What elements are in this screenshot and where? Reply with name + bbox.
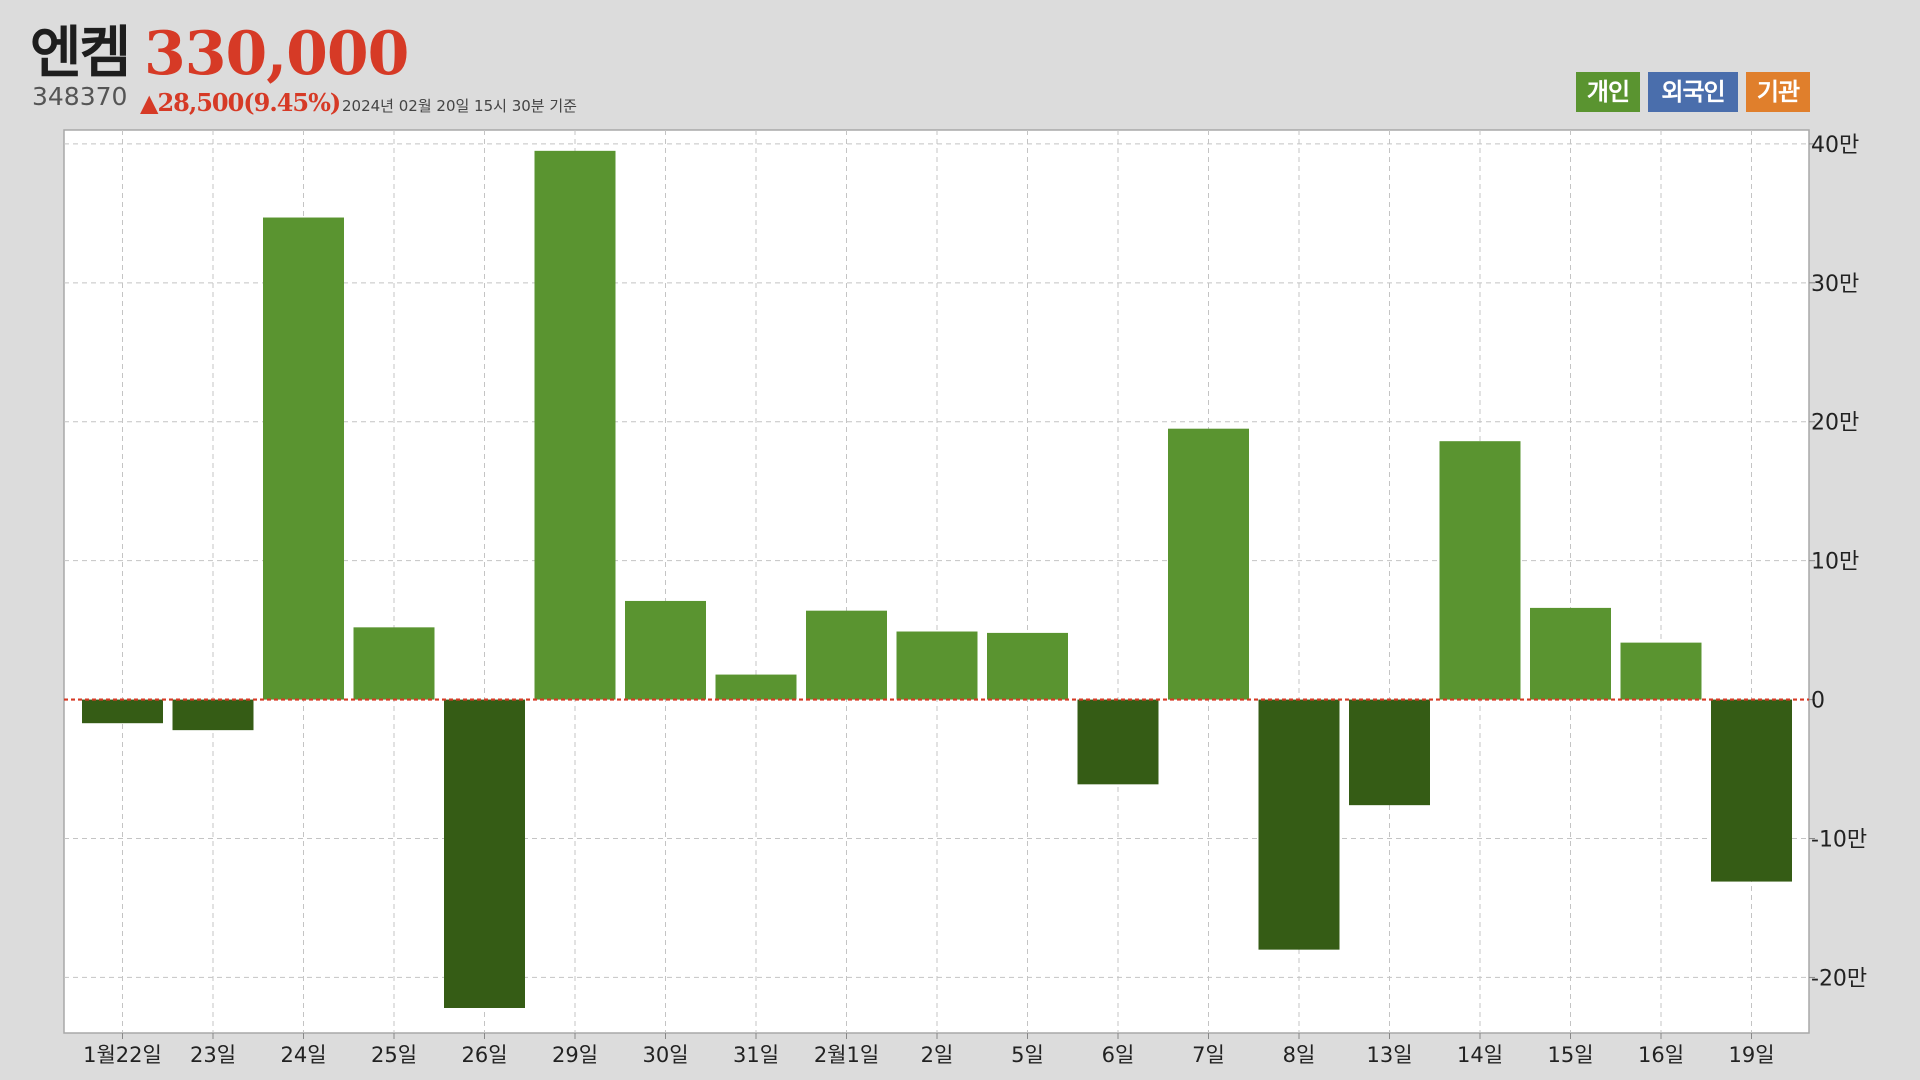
bar-26일[interactable] [444,699,525,1008]
y-tick-label: 20만 [1811,411,1859,436]
legend-individual-button[interactable]: 개인 [1576,72,1640,112]
x-tick-label: 5일 [1011,1043,1044,1067]
timestamp: 2024년 02월 20일 15시 30분 기준 [342,97,577,115]
bar-23일[interactable] [172,699,254,731]
bar-2일[interactable] [896,631,978,700]
bar-13일[interactable] [1349,699,1430,806]
stock-name: 엔켐 [30,21,131,86]
bar-25일[interactable] [353,627,435,700]
bar-16일[interactable] [1620,642,1702,700]
y-tick-label: 30만 [1811,272,1859,297]
x-tick-label: 30일 [642,1043,688,1067]
bar-1월22일[interactable] [82,699,163,724]
bar-2월1일[interactable] [806,610,887,700]
x-tick-label: 14일 [1457,1043,1503,1067]
bar-8일[interactable] [1258,699,1340,950]
x-axis-ticks: 1월22일 23일 24일 25일 26일 29일 30일 31일 2월1일 2일 5일 6일 7일 8일… [83,1033,1775,1067]
x-tick-label: 2월1일 [814,1043,879,1067]
x-tick-label: 15일 [1547,1043,1593,1067]
legend-institution-button[interactable]: 기관 [1746,72,1810,112]
y-tick-label: 0 [1811,689,1825,714]
stock-code: 348370 [32,82,128,111]
x-tick-label: 29일 [552,1043,598,1067]
x-tick-label: 31일 [733,1043,779,1067]
bar-14일[interactable] [1439,441,1521,700]
x-tick-label: 1월22일 [83,1043,162,1067]
bar-29일[interactable] [534,150,616,700]
x-tick-label: 25일 [371,1043,417,1067]
legend-foreign-button[interactable]: 외국인 [1648,72,1738,112]
bar-31일[interactable] [715,674,797,700]
bar-6일[interactable] [1077,699,1159,785]
x-tick-label: 6일 [1102,1043,1135,1067]
current-price: 330,000 [144,19,409,89]
y-tick-label: -10만 [1811,828,1867,853]
y-axis-ticks: -20만 -10만 0 10만 20만 30만 40만 [1809,133,1867,991]
x-tick-label: 8일 [1283,1043,1316,1067]
y-tick-label: 10만 [1811,550,1859,575]
x-tick-label: 13일 [1366,1043,1412,1067]
bar-24일[interactable] [263,217,344,700]
x-tick-label: 16일 [1638,1043,1684,1067]
stock-header: 엔켐 330,000 348370 ▲28,500(9.45%) 2024년 0… [0,0,1920,128]
y-tick-label: 40만 [1811,133,1859,158]
x-tick-label: 24일 [280,1043,326,1067]
price-change: ▲28,500(9.45%) [140,88,341,117]
x-tick-label: 23일 [190,1043,236,1067]
x-tick-label: 7일 [1192,1043,1225,1067]
bars [82,150,1792,1008]
bar-15일[interactable] [1530,607,1611,700]
y-tick-label: -20만 [1811,966,1867,991]
bar-19일[interactable] [1711,699,1792,882]
bar-5일[interactable] [987,632,1068,700]
x-tick-label: 2일 [921,1043,954,1067]
x-tick-label: 19일 [1728,1043,1774,1067]
bar-30일[interactable] [625,600,706,700]
bar-7일[interactable] [1168,428,1249,700]
x-tick-label: 26일 [461,1043,507,1067]
